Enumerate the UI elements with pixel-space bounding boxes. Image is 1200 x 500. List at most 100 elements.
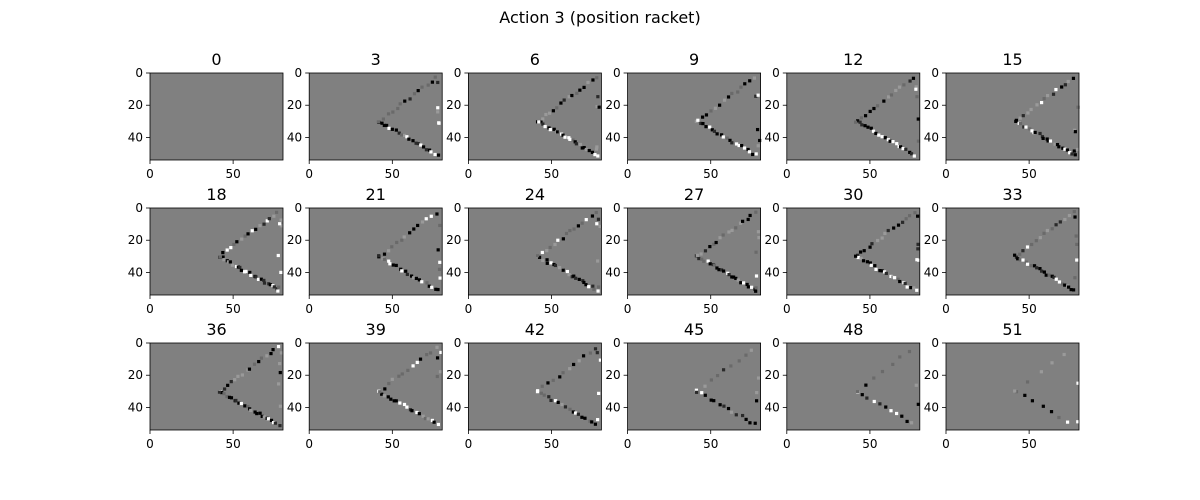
pixel-mark — [597, 285, 601, 289]
pixel-mark — [914, 87, 918, 91]
x-tick-label: 0 — [783, 302, 791, 316]
pixel-mark — [545, 249, 549, 253]
pixel-mark — [712, 242, 716, 246]
difference-pixels — [218, 210, 283, 293]
pixel-mark — [551, 109, 555, 113]
pixel-mark — [904, 217, 908, 221]
pixel-mark — [1063, 83, 1067, 87]
pixel-mark — [1054, 87, 1058, 92]
pixel-mark — [387, 381, 391, 386]
pixel-mark — [859, 116, 864, 120]
pixel-mark — [417, 412, 421, 416]
pixel-mark — [908, 79, 912, 83]
pixel-mark — [1038, 131, 1042, 136]
panel-title: 21 — [366, 185, 386, 204]
pixel-mark — [430, 80, 434, 84]
pixel-mark — [729, 364, 733, 368]
pixel-mark — [584, 283, 588, 287]
pixel-mark — [702, 259, 706, 263]
pixel-mark — [1073, 153, 1077, 157]
pixel-mark — [594, 147, 599, 151]
pixel-mark — [894, 88, 898, 93]
pixel-mark — [229, 396, 234, 400]
pixel-mark — [266, 417, 271, 421]
y-tick-label: 0 — [772, 66, 780, 80]
y-tick-label: 0 — [613, 201, 621, 215]
difference-pixels — [1013, 210, 1079, 292]
panel-title: 36 — [206, 320, 226, 339]
pixel-mark — [429, 214, 433, 218]
pixel-mark — [229, 246, 233, 250]
pixel-mark — [539, 391, 543, 395]
pixel-mark — [596, 154, 600, 158]
pixel-mark — [252, 362, 257, 366]
pixel-mark — [405, 135, 409, 139]
axes-frame — [308, 72, 443, 161]
pixel-mark — [557, 266, 562, 270]
x-tick-label: 0 — [783, 437, 791, 451]
pixel-mark — [568, 228, 572, 233]
pixel-mark — [861, 259, 866, 263]
pixel-mark — [596, 95, 600, 99]
pixel-mark — [1048, 139, 1053, 143]
pixel-mark — [254, 227, 258, 231]
pixel-mark — [886, 95, 891, 99]
pixel-mark — [439, 350, 443, 355]
pixel-mark — [699, 121, 703, 126]
pixel-mark — [914, 383, 918, 387]
pixel-mark — [868, 245, 872, 249]
pixel-mark — [435, 345, 439, 349]
pixel-mark — [416, 223, 420, 228]
pixel-mark — [859, 256, 863, 260]
y-tick-label: 20 — [605, 233, 620, 247]
pixel-mark — [425, 353, 429, 357]
pixel-mark — [408, 97, 412, 101]
panel-title: 30 — [843, 185, 863, 204]
difference-pixels — [376, 75, 441, 157]
pixel-mark — [748, 421, 752, 425]
pixel-mark — [573, 411, 578, 415]
pixel-mark — [730, 275, 734, 279]
pixel-mark — [886, 228, 890, 233]
pixel-mark — [1070, 152, 1074, 156]
pixel-mark — [222, 258, 226, 262]
pixel-mark — [382, 252, 387, 256]
y-tick-label: 0 — [454, 66, 462, 80]
pixel-mark — [916, 242, 920, 246]
x-tick-label: 0 — [465, 437, 473, 451]
y-tick-label: 0 — [135, 336, 143, 350]
pixel-mark — [583, 416, 587, 420]
y-tick-label: 40 — [287, 130, 302, 144]
pixel-mark — [574, 276, 578, 280]
pixel-mark — [437, 267, 442, 271]
pixel-mark — [268, 283, 272, 287]
pixel-mark — [854, 254, 858, 258]
pixel-mark — [1045, 93, 1050, 98]
pixel-mark — [275, 287, 279, 291]
pixel-mark — [438, 276, 442, 280]
pixel-mark — [438, 370, 443, 374]
pixel-mark — [549, 398, 553, 403]
pixel-mark — [909, 152, 914, 156]
pixel-mark — [392, 399, 396, 403]
pixel-mark — [435, 212, 439, 216]
pixel-mark — [902, 83, 906, 87]
pixel-mark — [884, 271, 888, 275]
axes-frame — [149, 207, 284, 296]
pixel-mark — [708, 125, 712, 129]
pixel-mark — [257, 359, 261, 364]
pixel-mark — [246, 404, 250, 409]
panel-title: 24 — [525, 185, 545, 204]
pixel-mark — [1039, 370, 1043, 374]
axes-frame — [467, 342, 602, 431]
pixel-mark — [595, 104, 599, 109]
pixel-mark — [916, 117, 920, 121]
pixel-mark — [556, 400, 560, 405]
pixel-mark — [756, 376, 761, 380]
pixel-mark — [402, 235, 406, 239]
y-tick-label: 40 — [924, 130, 939, 144]
figure-title: Action 3 (position racket) — [499, 8, 700, 27]
x-tick-label: 0 — [783, 167, 791, 181]
pixel-mark — [1014, 390, 1019, 394]
pixel-mark — [1030, 129, 1034, 133]
